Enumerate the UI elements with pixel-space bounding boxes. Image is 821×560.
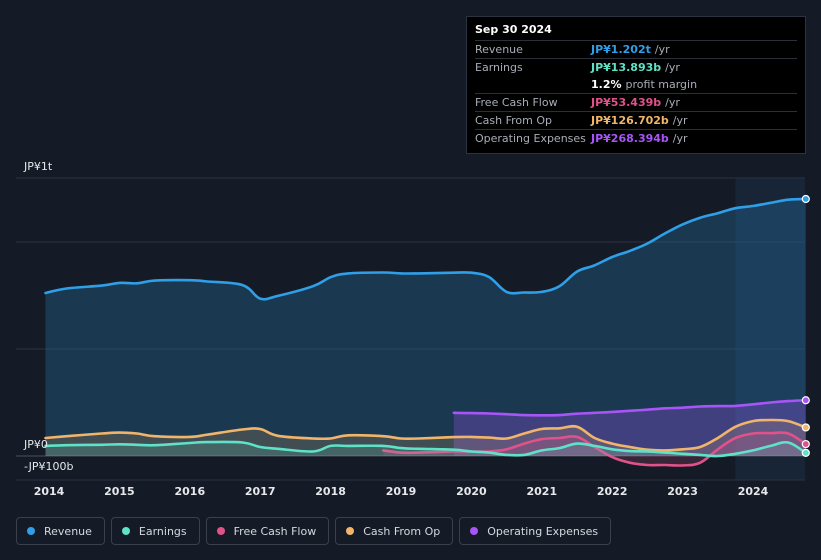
- legend-item-revenue[interactable]: Revenue: [16, 517, 105, 545]
- free-cash-flow-end-marker: [801, 439, 810, 449]
- legend-dot-icon: [470, 527, 479, 535]
- tooltip-row-unit: /yr: [665, 61, 680, 74]
- legend-item-operating-expenses[interactable]: Operating Expenses: [459, 517, 612, 545]
- tooltip-date: Sep 30 2024: [475, 23, 552, 36]
- tooltip-row-value: JP¥13.893b: [591, 61, 662, 74]
- earnings-line: [44, 440, 808, 458]
- cash-from-op-end-marker: [801, 423, 810, 432]
- x-tick-label: 2016: [174, 485, 205, 498]
- tooltip-row-unit: /yr: [654, 43, 670, 56]
- x-tick-label: 2015: [104, 485, 135, 498]
- tooltip-row: Free Cash Flow JP¥53.439b/yr: [475, 93, 797, 111]
- y-tick-label: JP¥1t: [23, 160, 53, 173]
- x-tick-label: 2022: [597, 485, 628, 498]
- tooltip-row-label: Operating Expenses: [475, 132, 586, 145]
- tooltip-row-value: JP¥268.394b: [591, 132, 669, 145]
- tooltip-row-value: JP¥1.202t: [591, 43, 651, 56]
- tooltip-row-value: JP¥53.439b: [591, 96, 662, 109]
- legend: Revenue Earnings Free Cash Flow Cash From O…: [16, 517, 612, 545]
- tooltip-row-unit: profit margin: [625, 78, 698, 91]
- legend-label: Operating Expenses: [487, 524, 599, 538]
- tooltip-row: Operating Expenses JP¥268.394b/yr: [475, 129, 797, 147]
- legend-item-cash-from-op[interactable]: Cash From Op: [335, 517, 454, 545]
- legend-item-free-cash-flow[interactable]: Free Cash Flow: [205, 517, 330, 545]
- tooltip-row: 1.2% profit margin: [475, 76, 797, 93]
- tooltip-row-unit: /yr: [672, 132, 688, 145]
- grid: [16, 177, 805, 481]
- legend-label: Cash From Op: [363, 524, 441, 538]
- tooltip-row-unit: /yr: [672, 114, 688, 127]
- legend-dot-icon: [121, 527, 130, 535]
- tooltip-row: Earnings JP¥13.893b/yr: [475, 58, 797, 76]
- legend-dot-icon: [27, 527, 35, 535]
- tooltip-row-label: Earnings: [475, 61, 523, 74]
- legend-item-earnings[interactable]: Earnings: [110, 517, 200, 545]
- revenue-end-marker: [801, 194, 810, 204]
- tooltip-row-value: 1.2%: [591, 78, 622, 91]
- x-tick-label: 2024: [738, 485, 769, 498]
- x-tick-label: 2018: [315, 485, 346, 498]
- x-tick-label: 2021: [526, 485, 557, 498]
- tooltip-row: Cash From Op JP¥126.702b/yr: [475, 111, 797, 129]
- tooltip-row-label: Revenue: [475, 43, 523, 56]
- tooltip-panel: Sep 30 2024 Revenue JP¥1.202t/yr Earnings J…: [466, 16, 806, 154]
- tooltip-rows: Revenue JP¥1.202t/yr Earnings JP¥13.893b/yr…: [475, 40, 797, 147]
- y-tick-label: JP¥0: [23, 438, 48, 451]
- legend-dot-icon: [346, 527, 355, 535]
- y-tick-label: -JP¥100b: [24, 460, 73, 473]
- free-cash-flow-area: [383, 432, 806, 466]
- x-tick-label: 2014: [34, 485, 65, 498]
- cash-from-op-line: [44, 418, 808, 452]
- highlight-region: [735, 178, 805, 480]
- tooltip-row-label: Cash From Op: [475, 114, 553, 127]
- tooltip-row: Revenue JP¥1.202t/yr: [475, 40, 797, 58]
- revenue-line: [44, 197, 808, 301]
- legend-dot-icon: [216, 527, 225, 535]
- cash-from-op-area: [45, 419, 806, 456]
- x-tick-label: 2020: [456, 485, 487, 498]
- x-tick-label: 2017: [245, 485, 276, 498]
- tooltip-row-unit: /yr: [665, 96, 680, 109]
- legend-label: Revenue: [44, 524, 92, 538]
- legend-label: Earnings: [138, 524, 187, 538]
- revenue-area: [45, 199, 806, 456]
- operating-expenses-line: [452, 398, 808, 417]
- x-tick-label: 2019: [386, 485, 417, 498]
- operating-expenses-end-marker: [801, 396, 810, 405]
- series-layer: [44, 194, 810, 467]
- tooltip-row-value: JP¥126.702b: [591, 114, 669, 127]
- axis-layer: JP¥1t JP¥0 -JP¥100b 2014 2015 2016 2017 2018 201…: [23, 160, 769, 498]
- earnings-end-marker: [801, 448, 810, 457]
- tooltip-row-label: Free Cash Flow: [475, 96, 558, 109]
- legend-label: Free Cash Flow: [233, 524, 317, 538]
- operating-expenses-area: [453, 400, 806, 456]
- x-tick-label: 2023: [667, 485, 698, 498]
